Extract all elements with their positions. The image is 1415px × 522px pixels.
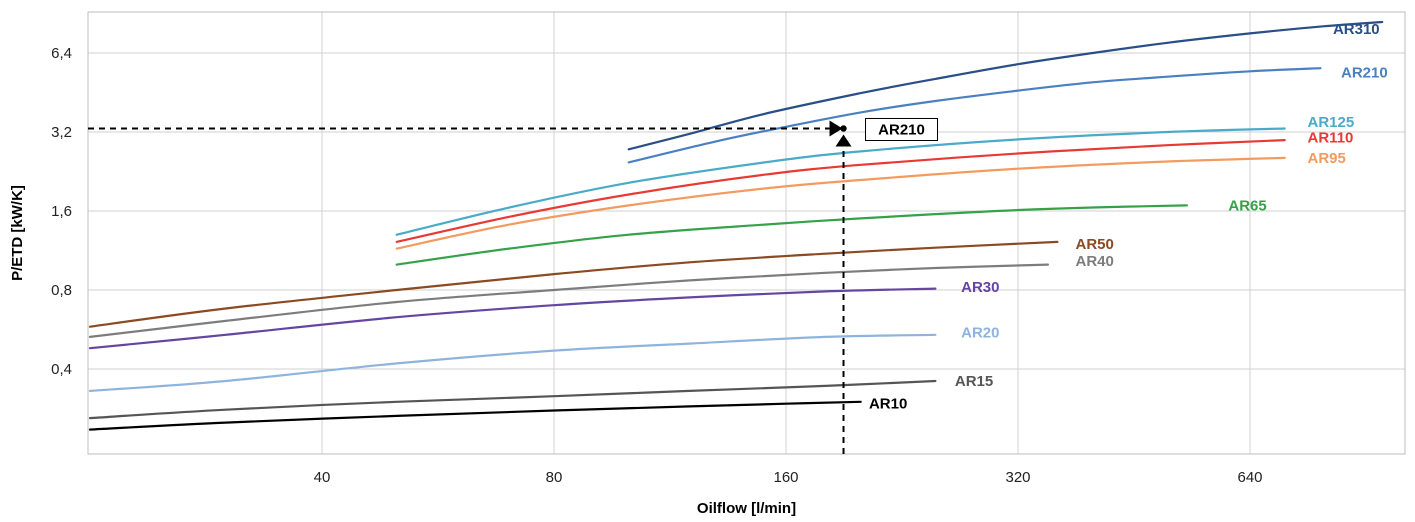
series-label-ar30: AR30	[961, 279, 999, 296]
y-tick-label: 1,6	[51, 203, 72, 220]
y-axis-title: P/ETD [kW/K]	[9, 185, 26, 281]
y-axis-ticks: 0,4 0,8 1,6 3,2 6,4	[51, 45, 72, 378]
series-line-ar40	[88, 263, 1050, 338]
x-tick-label: 320	[1005, 469, 1030, 486]
series-line-ar30	[88, 287, 937, 350]
x-tick-label: 640	[1237, 469, 1262, 486]
series-label-ar50: AR50	[1076, 236, 1114, 253]
series-line-ar65	[395, 204, 1188, 266]
grid-lines	[88, 12, 1405, 454]
annotation: AR210	[88, 117, 939, 454]
x-tick-label: 160	[773, 469, 798, 486]
operating-point	[840, 125, 847, 132]
series-label-ar95: AR95	[1308, 150, 1346, 167]
series-line-ar110	[395, 139, 1286, 243]
series-lines	[88, 20, 1384, 431]
y-tick-label: 0,8	[51, 282, 72, 299]
series-line-ar95	[395, 156, 1286, 250]
series-label-ar15: AR15	[955, 373, 993, 390]
series-label-ar40: AR40	[1076, 253, 1114, 270]
series-line-ar125	[395, 127, 1286, 236]
annotation-label: AR210	[878, 121, 925, 138]
x-tick-label: 40	[314, 469, 331, 486]
series-label-ar20: AR20	[961, 325, 999, 342]
series-label-ar125: AR125	[1308, 114, 1355, 131]
series-line-ar20	[88, 333, 937, 392]
vertical-arrowhead	[835, 134, 852, 147]
annotation-label-box	[865, 117, 939, 141]
series-label-ar65: AR65	[1228, 197, 1266, 214]
series-label-ar210: AR210	[1341, 64, 1388, 81]
series-line-ar15	[88, 379, 937, 420]
series-line-ar310	[627, 20, 1384, 151]
series-line-ar10	[88, 400, 862, 431]
y-tick-label: 6,4	[51, 45, 72, 62]
horizontal-arrowhead	[829, 120, 843, 137]
y-tick-label: 0,4	[51, 361, 72, 378]
plot-area-frame	[87, 11, 1406, 455]
series-label-ar310: AR310	[1333, 21, 1380, 38]
y-tick-label: 3,2	[51, 124, 72, 141]
x-axis-ticks: 40 80 160 320 640	[314, 469, 1263, 486]
series-label-ar10: AR10	[869, 396, 907, 413]
series-line-ar50	[88, 240, 1059, 328]
x-tick-label: 80	[546, 469, 563, 486]
x-axis-title: Oilflow [l/min]	[697, 500, 796, 517]
series-label-ar110: AR110	[1308, 129, 1354, 146]
series-line-ar210	[627, 67, 1322, 164]
